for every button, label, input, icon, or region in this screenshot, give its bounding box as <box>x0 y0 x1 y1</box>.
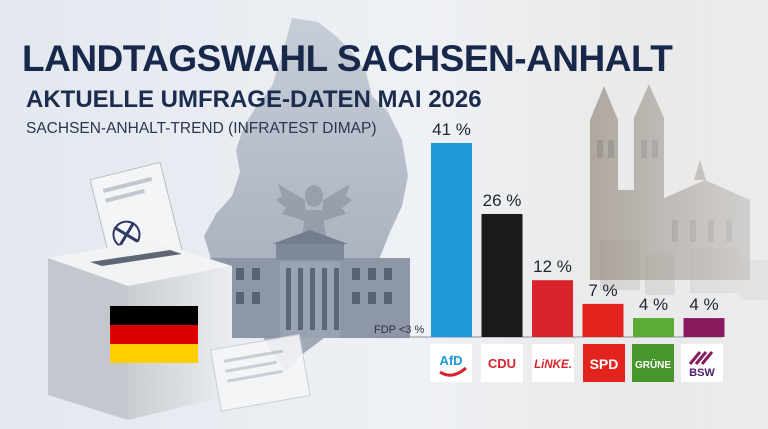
afd-swoosh-icon <box>439 366 467 377</box>
logo-gruene-text: GRÜNE <box>635 358 671 371</box>
value-label-grüne: 4 % <box>639 295 668 314</box>
value-label-spd: 7 % <box>588 281 617 300</box>
german-flag-icon <box>110 306 198 363</box>
logo-linke-text: LiNKE. <box>534 359 572 371</box>
parliament-building-icon <box>210 230 410 338</box>
page-title: LANDTAGSWAHL SACHSEN-ANHALT <box>22 38 673 79</box>
bar-linke <box>532 280 573 337</box>
logo-spd: SPD <box>583 344 625 382</box>
source-label: SACHSEN-ANHALT-TREND (INFRATEST DIMAP) <box>26 120 377 137</box>
value-label-cdu: 26 % <box>483 191 522 210</box>
logo-cdu: CDU <box>481 344 523 382</box>
logo-bsw-text: BSW <box>689 367 715 379</box>
bsw-stripes-icon <box>688 351 714 365</box>
bar-bsw <box>683 318 725 337</box>
bar-grüne <box>633 318 674 337</box>
logo-gruene: GRÜNE <box>632 344 674 382</box>
ballot-box-icon <box>48 240 232 420</box>
logo-afd-text: AfD <box>439 353 462 368</box>
bar-afd <box>431 143 472 337</box>
value-label-linke: 12 % <box>533 257 572 276</box>
logo-afd: AfD <box>430 344 472 382</box>
value-label-afd: 41 % <box>432 120 471 139</box>
value-label-bsw: 4 % <box>689 295 718 314</box>
page-subtitle: AKTUELLE UMFRAGE-DATEN MAI 2026 <box>26 86 482 113</box>
logo-cdu-text: CDU <box>488 356 516 371</box>
bar-spd <box>582 303 624 337</box>
logo-spd-text: SPD <box>590 356 619 372</box>
logo-bsw: BSW <box>681 344 723 382</box>
logo-linke: LiNKE. <box>532 344 574 382</box>
fdp-annotation: FDP <3 % <box>374 324 424 336</box>
bar-cdu <box>481 213 523 337</box>
